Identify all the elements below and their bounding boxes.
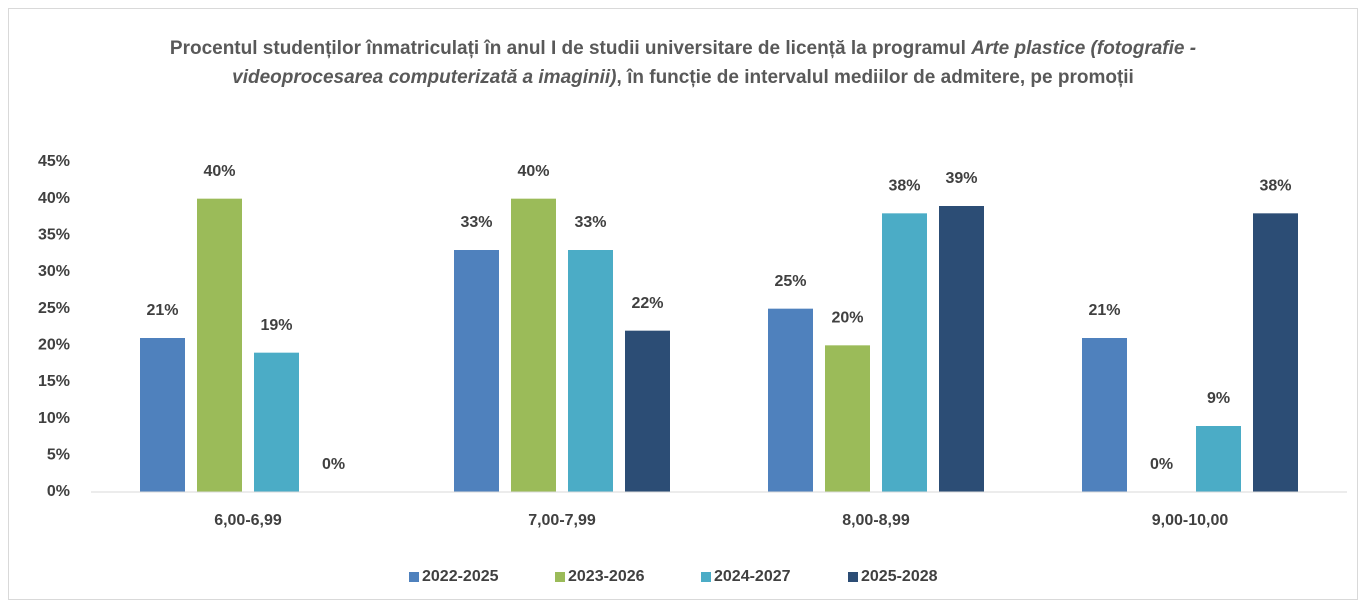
legend-swatch xyxy=(701,572,711,582)
data-label: 33% xyxy=(460,214,492,231)
bar xyxy=(1196,426,1241,492)
x-tick-label: 6,00-6,99 xyxy=(214,512,282,529)
y-tick-label: 45% xyxy=(38,153,70,170)
data-label: 25% xyxy=(774,273,806,290)
y-tick-label: 25% xyxy=(38,300,70,317)
data-label: 22% xyxy=(631,295,663,312)
y-tick-label: 40% xyxy=(38,190,70,207)
data-label: 0% xyxy=(322,456,345,473)
x-tick-label: 7,00-7,99 xyxy=(528,512,596,529)
bar xyxy=(568,250,613,492)
bar xyxy=(140,338,185,492)
data-label: 20% xyxy=(831,310,863,327)
y-tick-label: 35% xyxy=(38,227,70,244)
bar xyxy=(1082,338,1127,492)
x-tick-label: 9,00-10,00 xyxy=(1152,512,1229,529)
data-label: 39% xyxy=(945,170,977,187)
bar xyxy=(197,198,242,492)
bar xyxy=(768,308,813,492)
data-label: 19% xyxy=(260,317,292,334)
bar xyxy=(825,345,870,492)
y-tick-label: 15% xyxy=(38,373,70,390)
y-tick-label: 0% xyxy=(47,483,70,500)
bar xyxy=(1253,213,1298,493)
legend-swatch xyxy=(848,572,858,582)
data-label: 9% xyxy=(1207,390,1230,407)
data-label: 33% xyxy=(574,214,606,231)
legend-label: 2025-2028 xyxy=(861,568,938,585)
bar xyxy=(454,250,499,492)
bar xyxy=(939,206,984,492)
data-label: 40% xyxy=(203,163,235,180)
legend-label: 2022-2025 xyxy=(422,568,499,585)
y-tick-label: 20% xyxy=(38,337,70,354)
y-tick-label: 10% xyxy=(38,410,70,427)
title-part: Arte plastice (fotografie - videoprocesa… xyxy=(232,38,1197,88)
y-tick-label: 30% xyxy=(38,263,70,280)
legend-swatch xyxy=(409,572,419,582)
bar xyxy=(625,330,670,492)
bar xyxy=(882,213,927,493)
bar xyxy=(511,198,556,492)
legend-label: 2024-2027 xyxy=(714,568,791,585)
y-tick-label: 5% xyxy=(47,447,70,464)
x-tick-label: 8,00-8,99 xyxy=(842,512,910,529)
data-label: 21% xyxy=(1088,302,1120,319)
legend-label: 2023-2026 xyxy=(568,568,645,585)
legend-swatch xyxy=(555,572,565,582)
chart-title: Procentul studenților înmatriculați în a… xyxy=(150,34,1216,92)
title-part: Procentul studenților înmatriculați în a… xyxy=(169,38,972,59)
data-label: 0% xyxy=(1150,456,1173,473)
bar xyxy=(254,352,299,492)
title-part: , în funcție de intervalul mediilor de a… xyxy=(616,67,1134,88)
data-label: 38% xyxy=(888,178,920,195)
data-label: 21% xyxy=(146,302,178,319)
data-label: 40% xyxy=(517,163,549,180)
data-label: 38% xyxy=(1259,178,1291,195)
